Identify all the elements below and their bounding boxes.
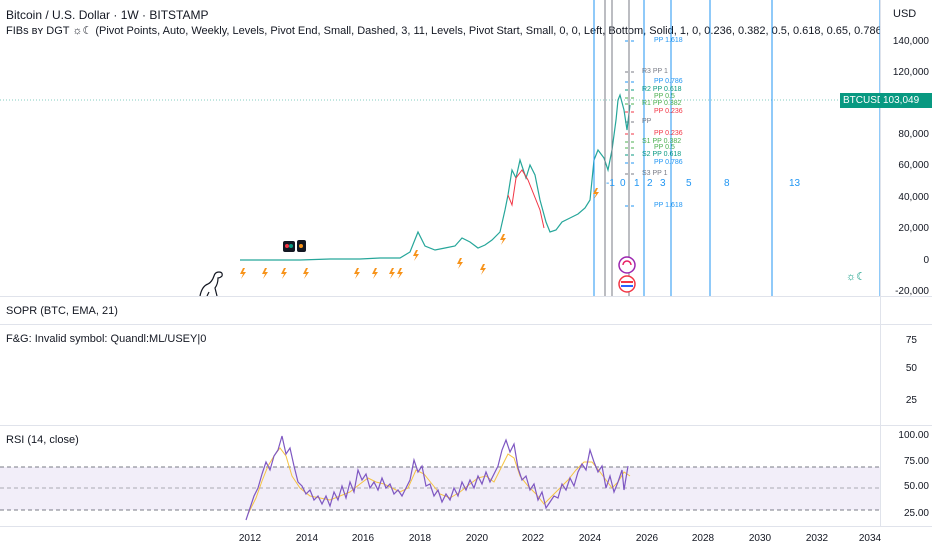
event-lightning-markers[interactable]	[240, 188, 599, 279]
price-tick: 140,000	[892, 36, 929, 47]
halving-event-icon[interactable]	[618, 256, 636, 274]
rsi-title[interactable]: RSI (14, close)	[6, 434, 79, 446]
fib-time-label: 5	[686, 178, 692, 189]
pivot-label-pp-1618-bottom: PP 1.618	[654, 202, 683, 209]
btc-price-down-segments	[507, 169, 545, 229]
pivot-label-s3: S3 PP 1	[642, 170, 668, 177]
fg-scale[interactable]: 75 50 25	[880, 325, 932, 425]
sopr-scale[interactable]	[880, 297, 932, 324]
pivot-label-pp-05-bottom: PP 0.5	[654, 144, 675, 151]
currency-label[interactable]: USD	[893, 8, 917, 20]
pivot-label-s1: S1 PP 0.382	[642, 138, 682, 145]
fg-tick: 75	[905, 335, 917, 346]
pane-separator[interactable]	[0, 296, 932, 297]
rsi-tick: 50.00	[903, 481, 929, 492]
price-tick: 80,000	[898, 129, 929, 140]
btc-price-line	[240, 93, 631, 261]
pivot-label-r3: R3 PP 1	[642, 68, 668, 75]
fib-time-label: 3	[660, 178, 666, 189]
sun-moon-icon[interactable]: ☼☾	[846, 271, 866, 283]
price-tick: -20,000	[895, 286, 929, 297]
rsi-pane[interactable]: RSI (14, close)	[0, 426, 880, 526]
time-tick: 2028	[691, 533, 715, 544]
time-tick: 2020	[465, 533, 489, 544]
time-tick: 2026	[635, 533, 659, 544]
pivot-label-pp-0786-bottom: PP 0.786	[654, 159, 683, 166]
price-tick: 120,000	[892, 67, 929, 78]
pivot-label-r1: R1 PP 0.382	[642, 100, 682, 107]
pivot-label-s2: S2 PP 0.618	[642, 151, 682, 158]
time-tick: 2032	[805, 533, 829, 544]
sopr-pane[interactable]: SOPR (BTC, EMA, 21)	[0, 297, 880, 324]
pane-separator[interactable]	[0, 324, 932, 325]
rsi-tick: 25.00	[903, 508, 929, 519]
pivot-label-pp-0786-top: PP 0.786	[654, 78, 683, 85]
fib-time-label: -1	[606, 178, 615, 189]
time-tick: 2034	[858, 533, 882, 544]
fg-tick: 25	[905, 395, 917, 406]
pane-separator[interactable]	[0, 425, 932, 426]
price-chart-svg	[0, 0, 880, 296]
pivot-level-lines	[625, 40, 637, 207]
fib-time-label: 0	[620, 178, 626, 189]
pivot-label-r2: R2 PP 0.618	[642, 86, 682, 93]
rsi-scale[interactable]: 100.00 75.00 50.00 25.00	[880, 426, 932, 526]
fib-time-label: 13	[789, 178, 801, 189]
pivot-label-pp-1618-top: PP 1.618	[654, 37, 683, 44]
fg-title[interactable]: F&G: Invalid symbol: Quandl:ML/USEY|0	[6, 333, 207, 345]
indicator-legend[interactable]: FIBs ʙʏ DGT ☼☾ (Pivot Points, Auto, Week…	[6, 25, 880, 37]
pivot-label-pp: PP	[642, 118, 652, 125]
time-tick: 2022	[521, 533, 545, 544]
fg-tick: 50	[905, 363, 917, 374]
us-economic-event-icon[interactable]	[618, 275, 636, 293]
last-price-badge: 103,049	[880, 93, 932, 108]
time-tick: 2030	[748, 533, 772, 544]
symbol-title[interactable]: Bitcoin / U.S. Dollar · 1W · BITSTAMP	[6, 8, 209, 22]
price-tick: 60,000	[898, 160, 929, 171]
pivot-label-pp-0236-bottom: PP 0.236	[654, 130, 683, 137]
time-tick: 2012	[238, 533, 262, 544]
pivot-label-pp-0236-top: PP 0.236	[654, 108, 683, 115]
fib-time-label: 2	[647, 178, 653, 189]
pivot-label-pp-05-top: PP 0.5	[654, 93, 675, 100]
fib-time-label: 8	[724, 178, 730, 189]
rsi-line	[245, 435, 629, 521]
price-tick: 0	[923, 255, 929, 266]
time-tick: 2024	[578, 533, 602, 544]
time-tick: 2016	[351, 533, 375, 544]
fib-time-label: 1	[634, 178, 640, 189]
price-tick: 20,000	[898, 223, 929, 234]
pane-separator	[0, 526, 932, 527]
time-tick: 2018	[408, 533, 432, 544]
earnings-event-icons[interactable]	[283, 240, 306, 252]
price-scale[interactable]: USD 140,000 120,000 80,000 60,000 40,000…	[880, 0, 932, 297]
time-tick: 2014	[295, 533, 319, 544]
fg-pane[interactable]: F&G: Invalid symbol: Quandl:ML/USEY|0	[0, 325, 880, 425]
dinosaur-icon[interactable]	[199, 271, 223, 296]
rsi-band	[0, 467, 880, 510]
rsi-chart-svg	[0, 435, 880, 521]
sopr-title[interactable]: SOPR (BTC, EMA, 21)	[6, 305, 118, 317]
rsi-tick: 75.00	[903, 456, 929, 467]
symbol-badge: BTCUSD	[840, 93, 888, 108]
main-chart-pane[interactable]: Bitcoin / U.S. Dollar · 1W · BITSTAMP FI…	[0, 0, 888, 296]
rsi-tick: 100.00	[898, 430, 929, 441]
price-tick: 40,000	[898, 192, 929, 203]
